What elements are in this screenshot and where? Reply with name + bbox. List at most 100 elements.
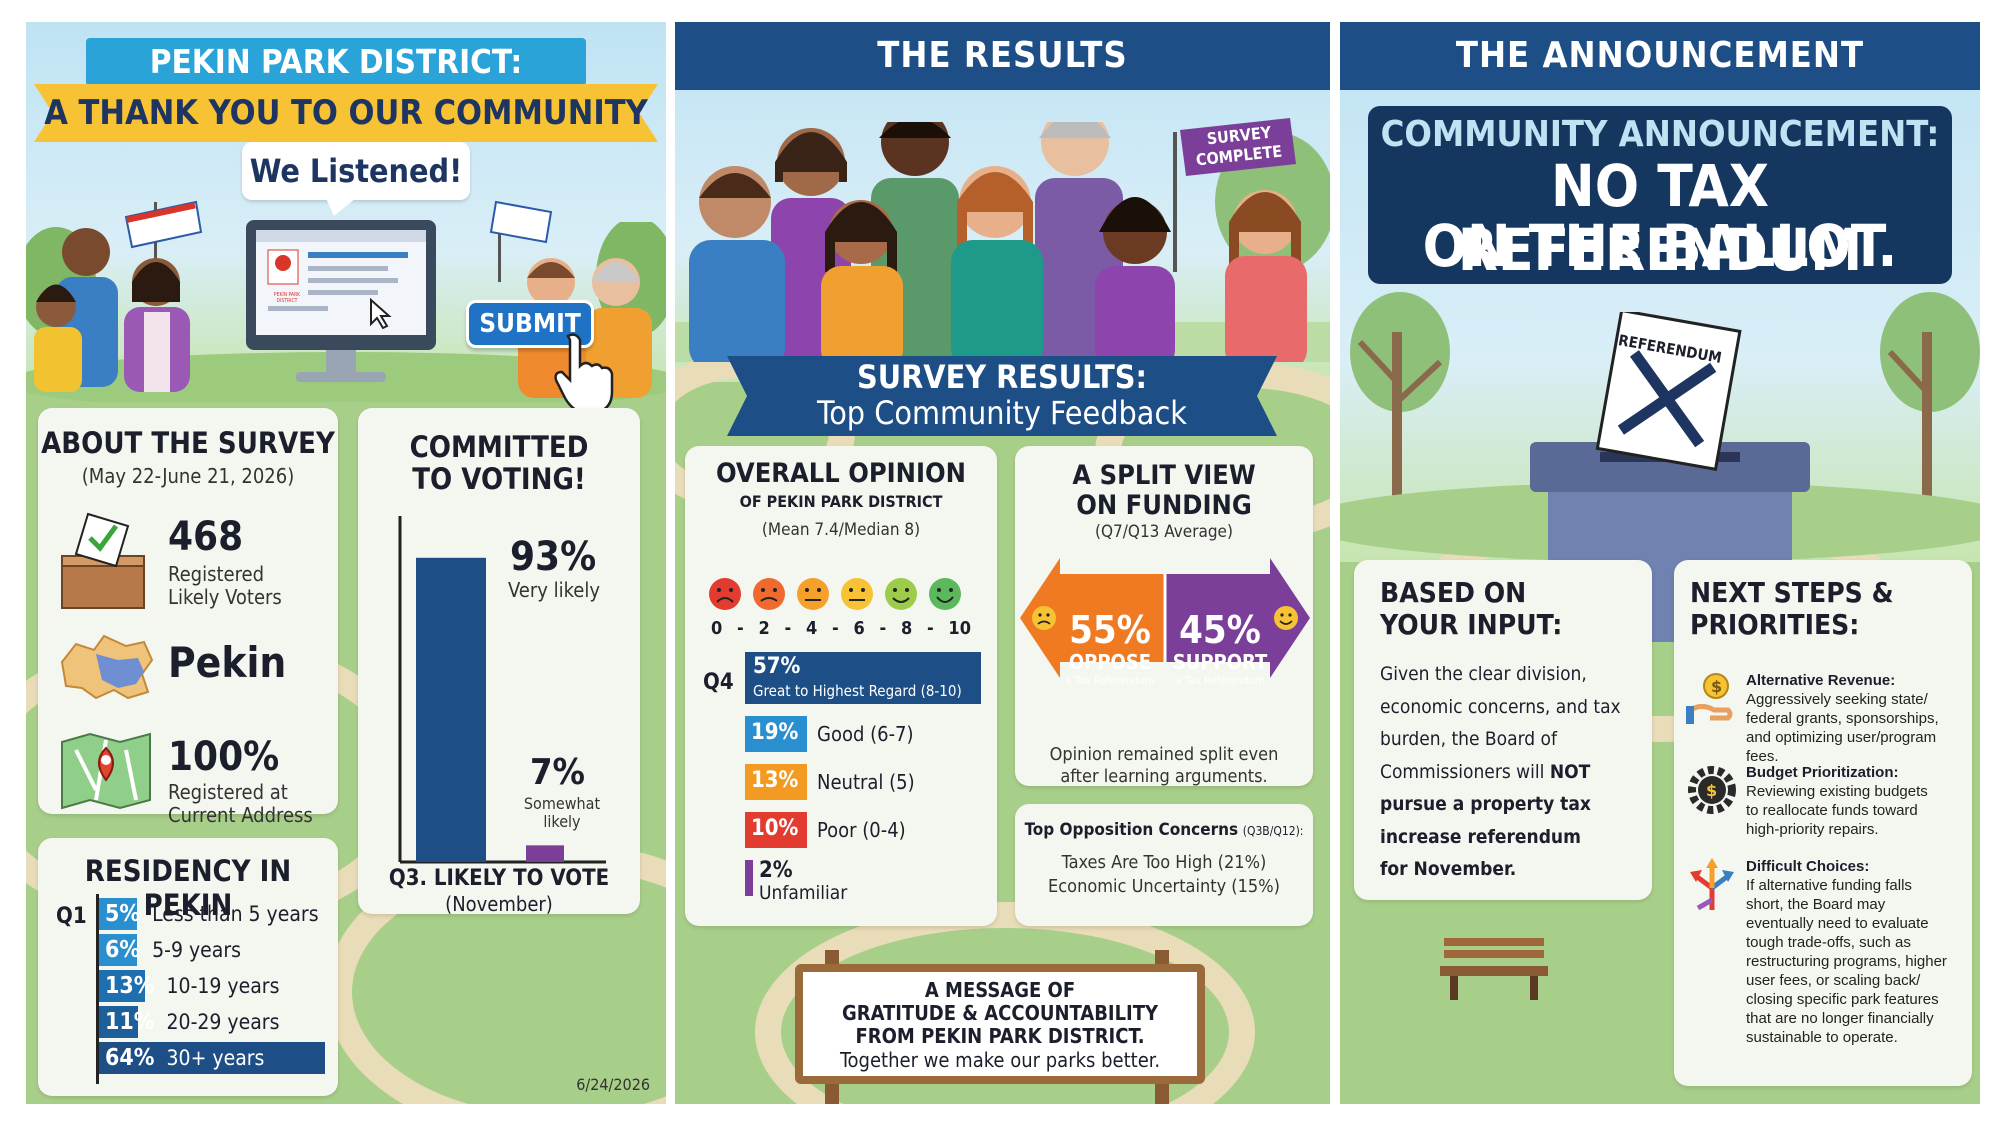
- concern-item-2: Economic Uncertainty (15%): [1048, 876, 1280, 897]
- announce-line2: NO TAX REFERENDUM: [1457, 152, 1863, 284]
- next-step-text: tough trade-offs, such as: [1746, 934, 1911, 951]
- scale-tick-label: -: [737, 618, 744, 639]
- stat-voters-value: 468: [168, 514, 244, 560]
- voters-group-illustration: [34, 200, 203, 392]
- bar2-category-line1: Somewhat: [523, 794, 601, 813]
- next-step-heading: Budget Prioritization:: [1746, 764, 1899, 781]
- next-step-item: Alternative Revenue: Aggressively seeking…: [1746, 672, 1970, 766]
- stat-voters-line2: Likely Voters: [168, 585, 282, 609]
- survey-complete-flag: [1180, 118, 1296, 176]
- pekin-map-icon: [60, 634, 154, 700]
- opinion-pct: 57%: [753, 654, 801, 679]
- opinion-q-label: Q4: [703, 670, 734, 695]
- opinion-bar: [745, 764, 807, 800]
- next-step-text: sustainable to operate.: [1746, 1029, 1898, 1046]
- banner-line2: Top Community Feedback: [817, 394, 1187, 432]
- stat-address-line2: Current Address: [168, 803, 313, 827]
- opinion-label: Unfamiliar: [759, 882, 848, 904]
- input-body-line5: pursue a property tax: [1380, 793, 1591, 815]
- residency-pct: 5%: [105, 901, 141, 927]
- panel-results: THE RESULTS SURVEY COMPLETE SURVEY RESUL…: [675, 22, 1330, 1104]
- title-tab: [86, 38, 586, 86]
- scale-tick-label: 6: [853, 618, 865, 639]
- survey-monitor-illustration: [246, 220, 436, 382]
- face-neutral-icon: [841, 578, 873, 610]
- scale-tick-label: -: [879, 618, 887, 639]
- concerns-ref: (Q3B/Q12):: [1242, 824, 1304, 838]
- funding-title-line1: A SPLIT VIEW: [1072, 460, 1256, 491]
- next-step-text: federal grants, sponsorships,: [1746, 710, 1939, 727]
- title-line-2: A THANK YOU TO OUR COMMUNITY: [44, 93, 648, 133]
- results-header: THE RESULTS: [675, 22, 1330, 90]
- announcement-header: THE ANNOUNCEMENT: [1340, 22, 1980, 90]
- scale-tick-label: 8: [900, 618, 913, 639]
- banner-line1: SURVEY RESULTS:: [857, 358, 1147, 396]
- screen-logo-text: PEKIN PARK DISTRICT: [273, 292, 301, 304]
- next-step-item: Budget Prioritization: Reviewing existing…: [1746, 764, 1970, 839]
- announce-line1: COMMUNITY ANNOUNCEMENT:: [1380, 114, 1940, 155]
- bar-very-likely: [416, 557, 486, 862]
- input-body-line6: increase referendum: [1380, 825, 1581, 848]
- residency-chart: 5% Less than 5 years 6% 5-9 years 13% 10-19 y…: [96, 894, 336, 1084]
- panel-announcement: THE ANNOUNCEMENT COMMUNITY ANNOUNCEMENT:…: [1340, 22, 1980, 1104]
- next-step-text: fees.: [1746, 748, 1779, 765]
- publish-date: 6/24/2026: [576, 1075, 650, 1094]
- panel-thank-you: PEKIN PARK DISTRICT: A THANK YOU TO OUR …: [26, 22, 666, 1104]
- next-step-text: eventually need to evaluate: [1746, 915, 1929, 932]
- speech-bubble-tail: [326, 198, 356, 216]
- stat-address-value: 100%: [168, 734, 280, 780]
- residency-label: 10-19 years: [166, 974, 280, 998]
- stat-location-value: Pekin: [168, 638, 287, 687]
- residency-bar: [99, 970, 145, 1002]
- face-very-happy-icon: [929, 578, 961, 610]
- opinion-label: Poor (0-4): [817, 818, 906, 842]
- scale-tick-label: 0: [711, 618, 723, 639]
- input-body-line3: burden, the Board of: [1380, 728, 1558, 750]
- svg-text:$: $: [1706, 781, 1717, 800]
- input-body-line2: economic concerns, and tax: [1380, 695, 1621, 718]
- input-body-line1: Given the clear division,: [1380, 663, 1587, 685]
- residency-label: Less than 5 years: [152, 902, 319, 926]
- title-ribbon: [34, 84, 658, 142]
- announce-line3: ON THE BALLOT.: [1422, 212, 1898, 280]
- opinion-row: 2% Unfamiliar: [745, 858, 995, 904]
- residency-bar: [99, 898, 137, 930]
- funding-title-line2: ON FUNDING: [1076, 490, 1252, 521]
- residency-q-label: Q1: [56, 904, 87, 929]
- oppose-pct: 55%: [1069, 608, 1151, 652]
- based-on-input-card: [1354, 560, 1652, 900]
- support-pct: 45%: [1179, 608, 1261, 652]
- funding-subtitle: (Q7/Q13 Average): [1095, 522, 1233, 542]
- residency-row: 11% 20-29 years: [99, 1006, 336, 1038]
- next-step-text: and optimizing user/program: [1746, 729, 1937, 746]
- opinion-bar: [745, 860, 753, 896]
- face-neutral-low-icon: [797, 578, 829, 610]
- voting-caption-line1: Q3. LIKELY TO VOTE: [388, 866, 610, 891]
- next-step-text: high-priority repairs.: [1746, 821, 1879, 838]
- face-happy-icon: [885, 578, 917, 610]
- next-step-heading: Alternative Revenue:: [1746, 672, 1896, 689]
- voting-title-line2: TO VOTING!: [412, 462, 586, 496]
- input-body-line4: Commissioners will NOT: [1380, 756, 1650, 789]
- next-step-text: closing specific park features: [1746, 991, 1939, 1008]
- opinion-chart: 57% Great to Highest Regard (8-10) 19% Good…: [745, 652, 995, 914]
- sign-line4: Together we make our parks better.: [839, 1048, 1161, 1072]
- about-title: ABOUT THE SURVEY: [41, 426, 335, 460]
- opinion-label: Neutral (5): [817, 770, 915, 794]
- sad-face-icon: [1032, 606, 1056, 630]
- opinion-mean: (Mean 7.4/Median 8): [761, 520, 921, 540]
- park-bench-illustration: [1440, 938, 1548, 1000]
- opinion-bar: [745, 652, 981, 704]
- residency-label: 5-9 years: [152, 938, 241, 962]
- bar1-category-label: Very likely: [508, 578, 601, 602]
- bar2-category-line2: likely: [543, 812, 581, 831]
- input-title-line1: BASED ON: [1380, 576, 1527, 609]
- opinion-title: OVERALL OPINION: [715, 458, 967, 489]
- svg-text:$: $: [1711, 677, 1722, 696]
- next-step-heading: Difficult Choices:: [1746, 858, 1870, 875]
- money-hand-icon: $: [1686, 673, 1733, 724]
- input-body-line7: for November.: [1380, 858, 1517, 880]
- concerns-heading: Top Opposition Concerns (Q3B/Q12):: [1015, 820, 1313, 840]
- residency-pct: 13%: [105, 973, 155, 999]
- opinion-label: Great to Highest Regard (8-10): [753, 682, 962, 700]
